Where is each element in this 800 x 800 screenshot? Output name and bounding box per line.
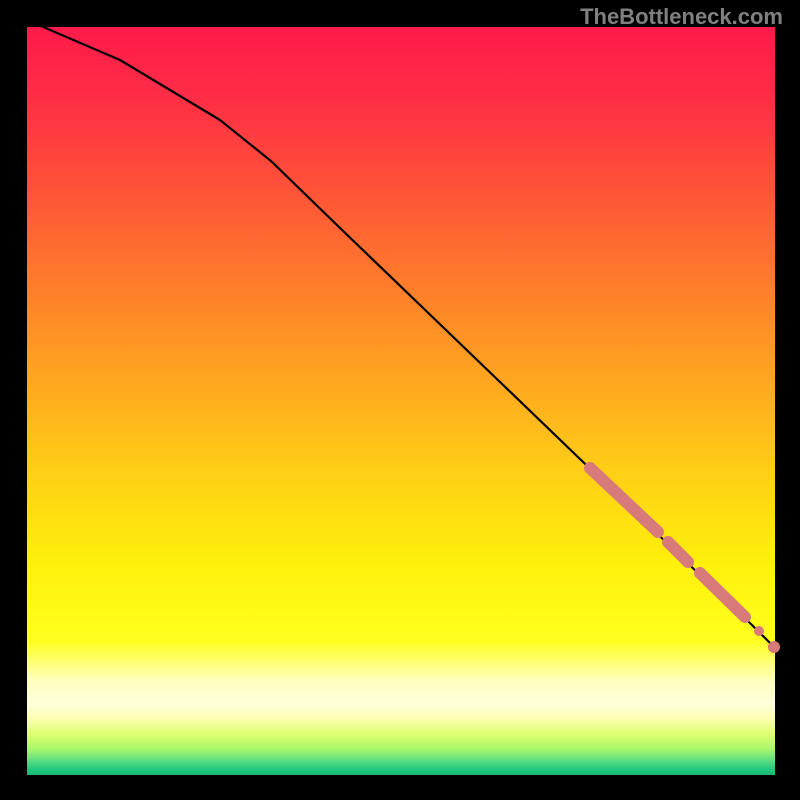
marker-segment xyxy=(590,468,658,532)
marker-segment xyxy=(700,573,745,617)
marker-dot xyxy=(768,641,780,653)
marker-segment xyxy=(668,542,688,562)
canvas: TheBottleneck.com xyxy=(0,0,800,800)
marker-dot xyxy=(754,626,764,636)
performance-curve xyxy=(27,20,775,648)
chart-overlay xyxy=(0,0,800,800)
watermark-text: TheBottleneck.com xyxy=(580,4,783,30)
